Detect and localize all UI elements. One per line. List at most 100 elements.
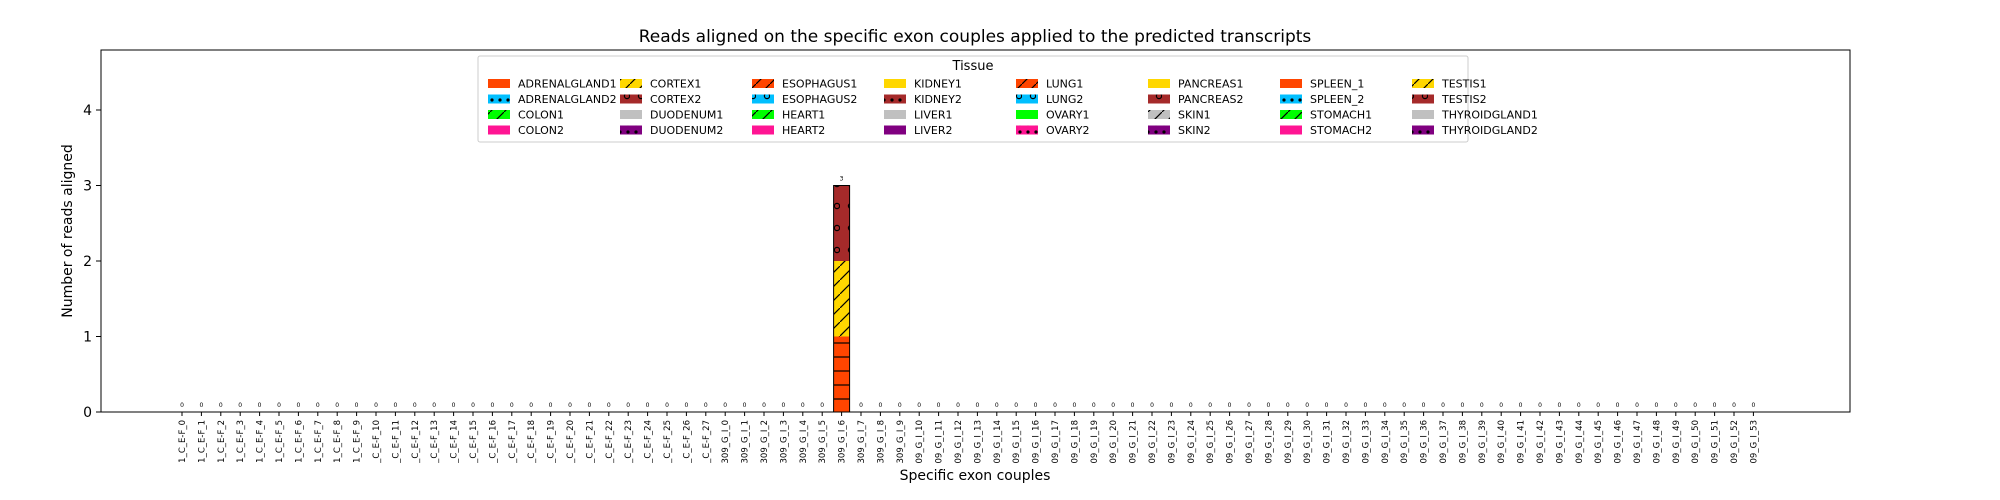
- x-tick-label: 09_G_I_18: [1070, 420, 1080, 463]
- bar-value-label: 0: [587, 402, 591, 409]
- bar-value-label: 0: [1674, 402, 1678, 409]
- bar-segment-hatch: [833, 185, 850, 261]
- bar-value-label: 0: [626, 402, 630, 409]
- legend-swatch-hatch: [1280, 110, 1302, 119]
- bar-value-label: 0: [1053, 402, 1057, 409]
- legend-swatch-liver1: [884, 110, 906, 119]
- legend-label-skin2: SKIN2: [1178, 124, 1211, 137]
- x-tick-label: 09_G_I_31: [1323, 420, 1333, 463]
- bar-value-label: 0: [1751, 402, 1755, 409]
- bar-value-label: 0: [704, 402, 708, 409]
- bar-value-label: 0: [1111, 402, 1115, 409]
- x-tick-label: 09_G_I_37: [1439, 420, 1449, 463]
- bar-value-label: 0: [723, 402, 727, 409]
- bar-value-label: 0: [859, 402, 863, 409]
- bar-value-label: 0: [1305, 402, 1309, 409]
- x-tick-label: 09_G_I_13: [973, 420, 983, 463]
- legend-swatch-hatch: [1412, 125, 1434, 135]
- x-tick-label: 1_C_E-F_3: [236, 420, 246, 463]
- x-tick-label: 09_G_I_52: [1730, 420, 1740, 463]
- x-tick-label: _C_E-F_15: [469, 420, 479, 464]
- legend-swatch-hatch: [884, 125, 906, 135]
- legend-label-esophagus1: ESOPHAGUS1: [782, 78, 857, 91]
- x-tick-label: 309_G_I_7: [857, 420, 867, 463]
- x-tick-label: 309_G_I_0: [721, 420, 731, 463]
- bar-value-label: 0: [452, 402, 456, 409]
- bar-value-label: 0: [471, 402, 475, 409]
- bar-value-label: 0: [1519, 402, 1523, 409]
- bar-value-label: 0: [316, 402, 320, 409]
- legend-label-stomach1: STOMACH1: [1310, 109, 1372, 122]
- x-tick-label: 1_C_E-F_2: [217, 420, 227, 463]
- bar-value-label: 0: [801, 402, 805, 409]
- x-tick-label: 09_G_I_11: [935, 420, 945, 463]
- legend-label-stomach2: STOMACH2: [1310, 124, 1372, 137]
- legend-swatch-hatch: [620, 79, 642, 88]
- x-tick-label: _C_E-F_24: [644, 420, 654, 464]
- bar-value-label: 0: [1344, 402, 1348, 409]
- x-axis-label: Specific exon couples: [900, 468, 1051, 484]
- bar-value-label: 0: [510, 402, 514, 409]
- x-tick-label: 09_G_I_53: [1749, 420, 1759, 463]
- bar-value-label: 0: [1169, 402, 1173, 409]
- bar-value-label: 0: [374, 402, 378, 409]
- legend-swatch-kidney1: [884, 79, 906, 88]
- x-tick-label: 09_G_I_32: [1342, 420, 1352, 463]
- x-tick-label: 09_G_I_28: [1264, 420, 1274, 463]
- x-tick-label: 1_C_E-F_5: [275, 420, 285, 463]
- bar-value-label: 0: [937, 402, 941, 409]
- x-tick-label: 09_G_I_24: [1187, 420, 1197, 463]
- legend-label-spleen-1: SPLEEN_1: [1310, 78, 1364, 91]
- legend-swatch-hatch: [488, 110, 510, 119]
- x-tick-label: 1_C_E-F_7: [314, 420, 324, 463]
- x-tick-label: 09_G_I_22: [1148, 420, 1158, 463]
- x-tick-label: 09_G_I_45: [1594, 420, 1604, 463]
- legend-swatch-hatch: [884, 94, 906, 104]
- legend-label-ovary1: OVARY1: [1046, 109, 1089, 122]
- legend-swatch-ovary1: [1016, 110, 1038, 119]
- legend: Tissue ADRENALGLAND1 ADRENALGLAND2 COLON1 C…: [477, 55, 1538, 143]
- bar-value-label: 0: [1266, 402, 1270, 409]
- legend-swatch-thyroidgland1: [1412, 110, 1434, 119]
- x-tick-label: 1_C_E-F_4: [256, 420, 266, 463]
- bar-value-label: 0: [277, 402, 281, 409]
- legend-swatch-hatch: [488, 125, 510, 135]
- bar-value-label: 0: [1228, 402, 1232, 409]
- x-tick-label: 09_G_I_48: [1652, 420, 1662, 463]
- y-tick-label: 3: [83, 179, 92, 195]
- legend-swatch-hatch: [1016, 79, 1038, 88]
- legend-label-duodenum2: DUODENUM2: [650, 124, 723, 137]
- x-tick-label: 09_G_I_38: [1458, 420, 1468, 463]
- bar-value-label: 0: [549, 402, 553, 409]
- x-tick-label: 09_G_I_34: [1381, 420, 1391, 463]
- x-tick-label: _C_E-F_25: [663, 420, 673, 464]
- bar-segment-hatch: [833, 261, 850, 337]
- x-tick-label: _C_E-F_12: [411, 420, 421, 464]
- legend-label-spleen-2: SPLEEN_2: [1310, 93, 1364, 106]
- x-tick-label: 09_G_I_43: [1555, 420, 1565, 463]
- legend-label-cortex2: CORTEX2: [650, 93, 701, 106]
- x-tick-label: 09_G_I_39: [1478, 420, 1488, 463]
- x-tick-label: 309_G_I_9: [896, 420, 906, 463]
- bar-value-label: 0: [820, 402, 824, 409]
- x-tick-label: 309_G_I_4: [799, 420, 809, 463]
- x-tick-label: 09_G_I_14: [993, 420, 1003, 463]
- bar-value-label: 0: [1557, 402, 1561, 409]
- bar-value-label: 0: [1383, 402, 1387, 409]
- x-tick-label: 09_G_I_27: [1245, 420, 1255, 463]
- bars-layer: [833, 185, 851, 413]
- legend-frame: [477, 55, 1469, 143]
- legend-label-skin1: SKIN1: [1178, 109, 1211, 122]
- x-tick-label: 09_G_I_15: [1012, 420, 1022, 463]
- legend-label-thyroidgland1: THYROIDGLAND1: [1441, 109, 1538, 122]
- x-tick-label: _C_E-F_11: [391, 420, 401, 464]
- legend-swatch-spleen-1: [1280, 79, 1302, 88]
- bar-value-label: 0: [490, 402, 494, 409]
- x-tick-label: 1_C_E-F_8: [333, 420, 343, 463]
- bar-value-label: 0: [898, 402, 902, 409]
- legend-label-liver1: LIVER1: [914, 109, 953, 122]
- legend-label-adrenalgland1: ADRENALGLAND1: [518, 78, 617, 91]
- legend-swatch-hatch: [752, 94, 774, 104]
- x-tick-label: 09_G_I_16: [1032, 420, 1042, 463]
